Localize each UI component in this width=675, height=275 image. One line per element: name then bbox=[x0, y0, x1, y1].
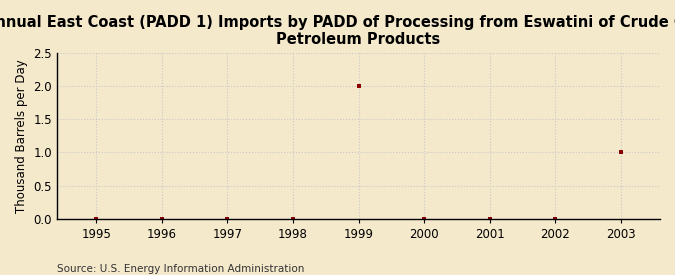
Y-axis label: Thousand Barrels per Day: Thousand Barrels per Day bbox=[15, 59, 28, 213]
Text: Source: U.S. Energy Information Administration: Source: U.S. Energy Information Administ… bbox=[57, 264, 304, 274]
Title: Annual East Coast (PADD 1) Imports by PADD of Processing from Eswatini of Crude : Annual East Coast (PADD 1) Imports by PA… bbox=[0, 15, 675, 47]
